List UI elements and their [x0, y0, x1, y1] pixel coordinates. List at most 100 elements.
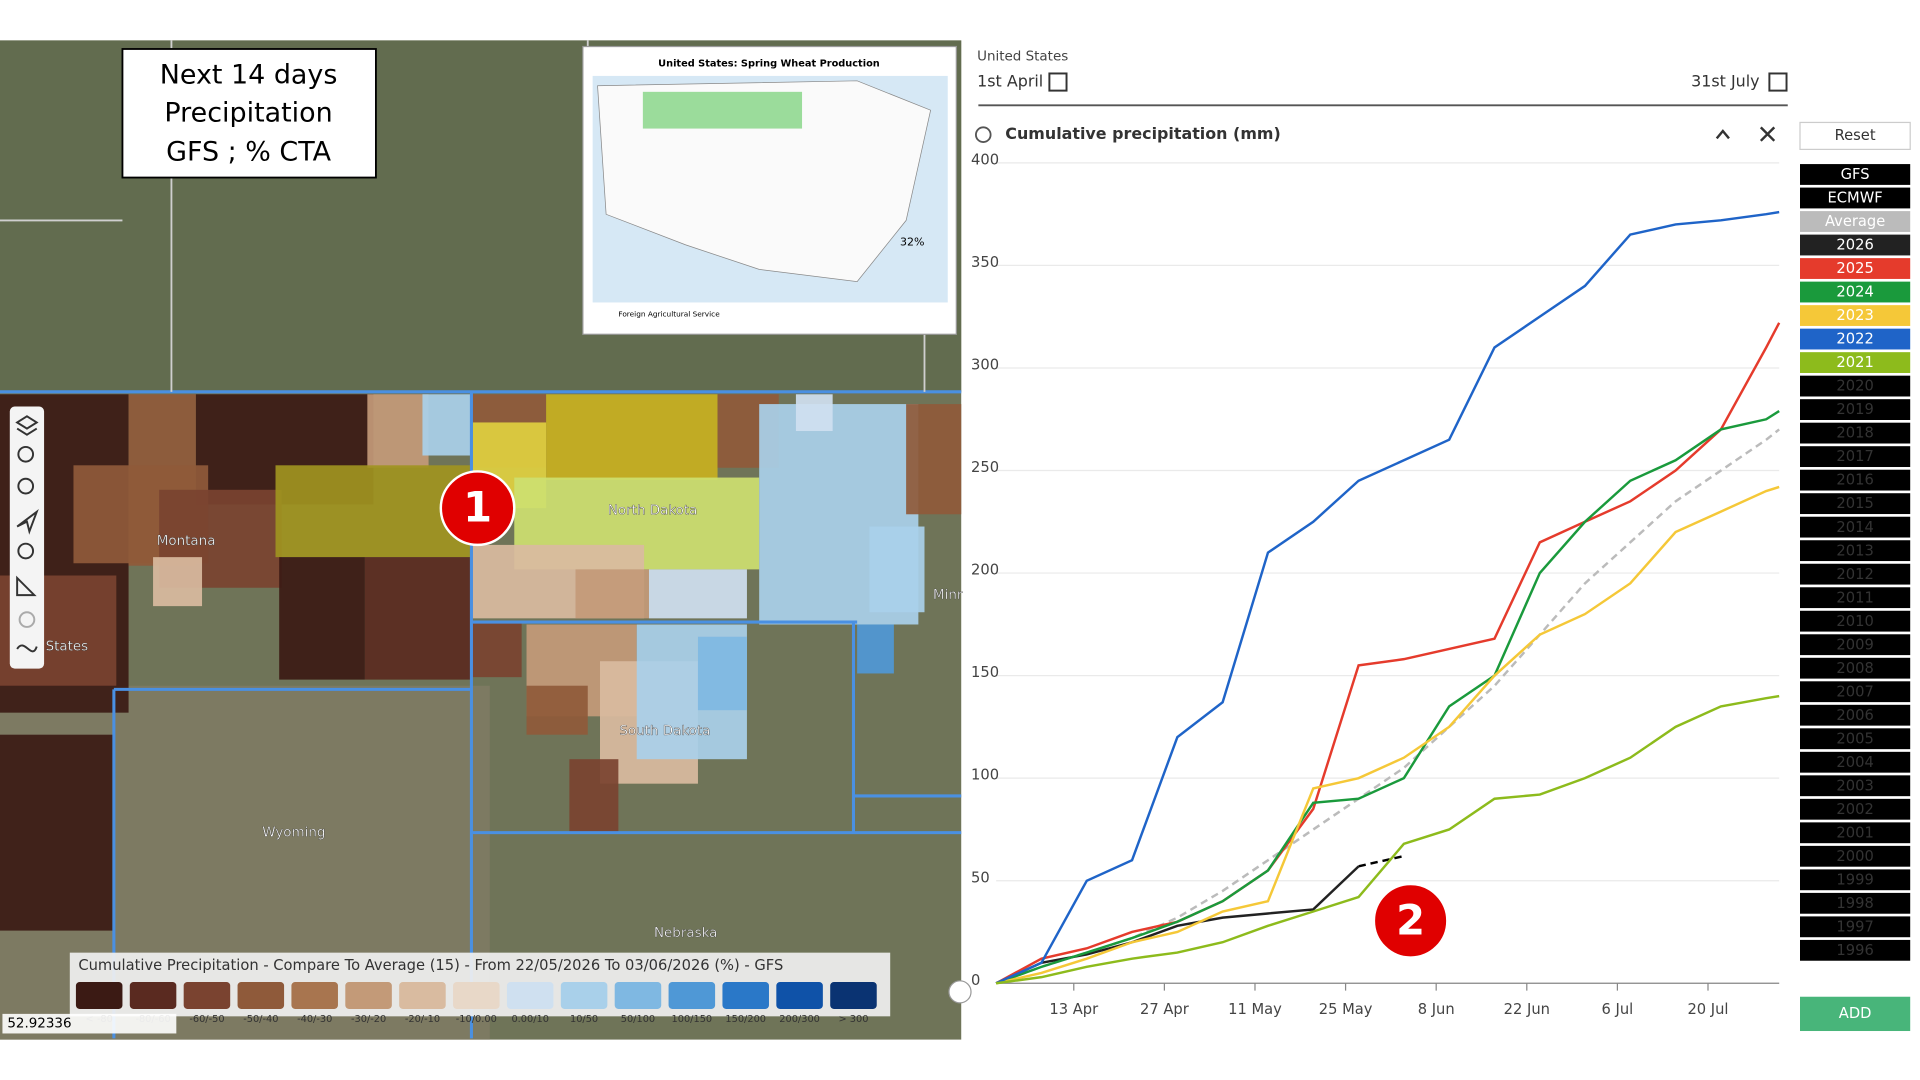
- series-button-label[interactable]: 2023: [1836, 307, 1873, 324]
- series-button-label[interactable]: 1997: [1836, 918, 1873, 935]
- series-button-label[interactable]: 2005: [1836, 730, 1873, 747]
- series-button[interactable]: [1800, 164, 1911, 185]
- series-button-label[interactable]: 2016: [1836, 472, 1873, 489]
- series-button-label[interactable]: 2012: [1836, 566, 1873, 583]
- series-button-label[interactable]: 1998: [1836, 895, 1873, 912]
- series-button[interactable]: [1800, 516, 1911, 538]
- series-button-label[interactable]: ECMWF: [1828, 190, 1883, 207]
- series-button-label[interactable]: 2007: [1836, 683, 1873, 700]
- legend-label: 150/200: [725, 1014, 766, 1025]
- series-button[interactable]: [1800, 328, 1911, 350]
- y-tick-label: 250: [971, 459, 999, 476]
- layers-button[interactable]: [15, 415, 39, 436]
- series-button[interactable]: [1800, 634, 1911, 656]
- series-button[interactable]: [1800, 446, 1911, 468]
- x-tick-label: 27 Apr: [1140, 1001, 1190, 1018]
- zoom-out-button[interactable]: [17, 477, 35, 495]
- series-button-label[interactable]: 2015: [1836, 495, 1873, 512]
- series-button-label[interactable]: 2026: [1836, 237, 1873, 254]
- calendar-icon[interactable]: [1048, 72, 1068, 92]
- series-button[interactable]: [1800, 916, 1911, 938]
- locate-button[interactable]: [18, 611, 36, 628]
- series-button-label[interactable]: 2024: [1836, 284, 1873, 301]
- close-button[interactable]: [1759, 126, 1776, 142]
- series-button[interactable]: [1800, 234, 1911, 256]
- series-button-label[interactable]: 2011: [1836, 589, 1873, 606]
- search-button[interactable]: [17, 542, 35, 560]
- series-button[interactable]: [1800, 211, 1911, 232]
- series-button[interactable]: [1800, 939, 1911, 961]
- series-button[interactable]: [1800, 563, 1911, 585]
- series-button-label[interactable]: GFS: [1841, 166, 1870, 183]
- series-button[interactable]: [1800, 540, 1911, 562]
- series-button[interactable]: [1800, 845, 1911, 867]
- series-button-label[interactable]: 2019: [1836, 401, 1873, 418]
- series-button[interactable]: [1800, 493, 1911, 515]
- series-button[interactable]: [1800, 258, 1911, 279]
- series-button[interactable]: [1800, 610, 1911, 632]
- series-button[interactable]: [1800, 798, 1911, 820]
- series-button-label[interactable]: 2009: [1836, 636, 1873, 653]
- legend-swatch: [614, 982, 662, 1009]
- y-tick-label: 50: [971, 869, 990, 886]
- series-button[interactable]: [1800, 822, 1911, 844]
- series-button[interactable]: [1800, 704, 1911, 726]
- series-button[interactable]: [1800, 281, 1911, 303]
- add-button[interactable]: [1800, 996, 1911, 1032]
- series-button-label[interactable]: 2002: [1836, 801, 1873, 818]
- series-button[interactable]: [1800, 469, 1911, 491]
- reset-label[interactable]: Reset: [1835, 127, 1876, 144]
- series-button-label[interactable]: Average: [1825, 213, 1885, 230]
- series-button[interactable]: [1800, 375, 1911, 397]
- series-button[interactable]: [1800, 399, 1911, 420]
- series-button-label[interactable]: 2022: [1836, 331, 1873, 348]
- series-button-label[interactable]: 2014: [1836, 519, 1873, 536]
- series-button-label[interactable]: 2013: [1836, 542, 1873, 559]
- legend-swatch: [183, 982, 231, 1009]
- series-button[interactable]: [1800, 187, 1911, 209]
- series-button-label[interactable]: 2008: [1836, 660, 1873, 677]
- series-button[interactable]: [1800, 751, 1911, 773]
- series-button-label[interactable]: 2006: [1836, 707, 1873, 724]
- calendar-icon[interactable]: [1768, 72, 1788, 92]
- series-button[interactable]: [1800, 775, 1911, 797]
- series-button[interactable]: [1800, 681, 1911, 703]
- series-button-label[interactable]: 2020: [1836, 378, 1873, 395]
- draw-button[interactable]: [16, 644, 38, 653]
- county-block: [364, 557, 472, 680]
- series-button-label[interactable]: 2021: [1836, 354, 1873, 371]
- series-button-label[interactable]: 2003: [1836, 777, 1873, 794]
- legend-label: 200/300: [779, 1014, 820, 1025]
- zoom-in-button[interactable]: [17, 445, 35, 463]
- series-button[interactable]: [1800, 305, 1911, 326]
- series-button[interactable]: [1800, 422, 1911, 444]
- series-button[interactable]: [1800, 892, 1911, 914]
- state-label: South Dakota: [619, 724, 710, 739]
- state-label: North Dakota: [608, 504, 698, 519]
- series-button-label[interactable]: 2000: [1836, 848, 1873, 865]
- county-layer: [0, 394, 962, 931]
- measure-button[interactable]: [16, 575, 37, 597]
- series-button-label[interactable]: 1999: [1836, 871, 1873, 888]
- panel-toggle[interactable]: [948, 980, 972, 1004]
- series-button[interactable]: [1800, 728, 1911, 750]
- series-button-label[interactable]: 1996: [1836, 942, 1873, 959]
- navigate-button[interactable]: [16, 509, 39, 535]
- series-button-label[interactable]: 2010: [1836, 613, 1873, 630]
- start-date[interactable]: 1st April: [977, 72, 1043, 91]
- series-button-label[interactable]: 2001: [1836, 824, 1873, 841]
- series-button-label[interactable]: 2025: [1836, 260, 1873, 277]
- reset-button[interactable]: [1799, 121, 1911, 150]
- collapse-button[interactable]: [1715, 129, 1730, 140]
- county-block: [279, 557, 365, 680]
- series-button-label[interactable]: 2004: [1836, 754, 1873, 771]
- series-button[interactable]: [1800, 869, 1911, 891]
- series-button[interactable]: [1800, 657, 1911, 679]
- series-button[interactable]: [1800, 352, 1911, 373]
- series-button-label[interactable]: 2018: [1836, 425, 1873, 442]
- series-button[interactable]: [1800, 587, 1911, 609]
- add-label[interactable]: ADD: [1839, 1005, 1872, 1022]
- series-line: [995, 410, 1780, 985]
- series-button-label[interactable]: 2017: [1836, 448, 1873, 465]
- end-date[interactable]: 31st July: [1691, 72, 1759, 91]
